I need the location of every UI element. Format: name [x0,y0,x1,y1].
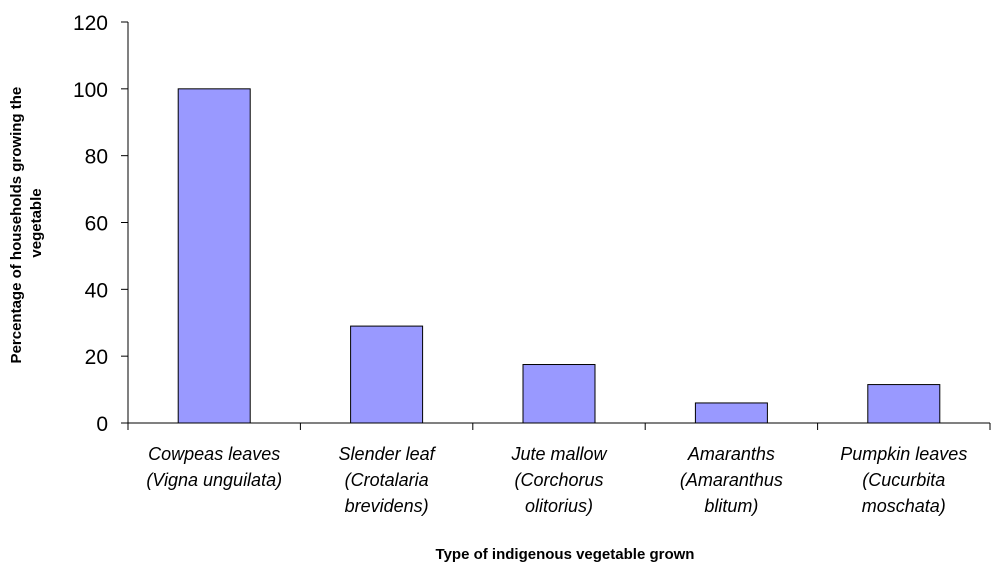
y-tick-label: 40 [85,279,108,302]
bar [522,364,596,424]
category-label: Jute mallow (Corchorus olitorius) [510,444,607,516]
category-label-line: (Amaranthus [680,470,783,490]
category-label-line: Pumpkin leaves [840,444,967,464]
bar [867,384,941,424]
category-label-line: Cowpeas leaves [148,444,280,464]
y-axis-title: Percentage of households growing the veg… [8,83,45,364]
category-label-line: blitum) [704,496,758,516]
category-label-line: Jute mallow [510,444,607,464]
y-ticks-group: 0 20 40 60 80 100 120 [73,12,128,436]
category-label-line: (Crotalaria [345,470,429,490]
category-label: Slender leaf (Crotalaria brevidens) [339,444,437,516]
category-label-line: (Corchorus [514,470,603,490]
category-label-line: (Vigna unguilata) [146,470,282,490]
y-tick-label: 120 [73,12,108,35]
y-tick-label: 20 [85,346,108,369]
category-label-line: Slender leaf [339,444,437,464]
category-label-line: (Cucurbita [862,470,945,490]
category-label-line: Amaranths [687,444,775,464]
y-tick-label: 80 [85,146,108,169]
category-labels-group: Cowpeas leaves (Vigna unguilata) Slender l… [146,444,967,516]
category-label: Pumpkin leaves (Cucurbita moschata) [840,444,967,516]
bar [694,402,768,424]
category-label-line: brevidens) [345,496,429,516]
y-tick-label: 0 [96,413,108,436]
y-tick-label: 100 [73,79,108,102]
category-label-line: olitorius) [525,496,593,516]
category-label: Amaranths (Amaranthus blitum) [680,444,783,516]
x-ticks-group [127,423,991,430]
bar [350,325,424,424]
y-tick-label: 60 [85,213,108,236]
category-label: Cowpeas leaves (Vigna unguilata) [146,444,282,490]
y-axis-title-line-2: vegetable [28,188,45,257]
bars-group [177,88,941,424]
category-label-line: moschata) [862,496,946,516]
bar [177,88,251,424]
y-axis-title-line-1: Percentage of households growing the [8,87,25,364]
x-axis-title: Type of indigenous vegetable grown [436,546,695,563]
